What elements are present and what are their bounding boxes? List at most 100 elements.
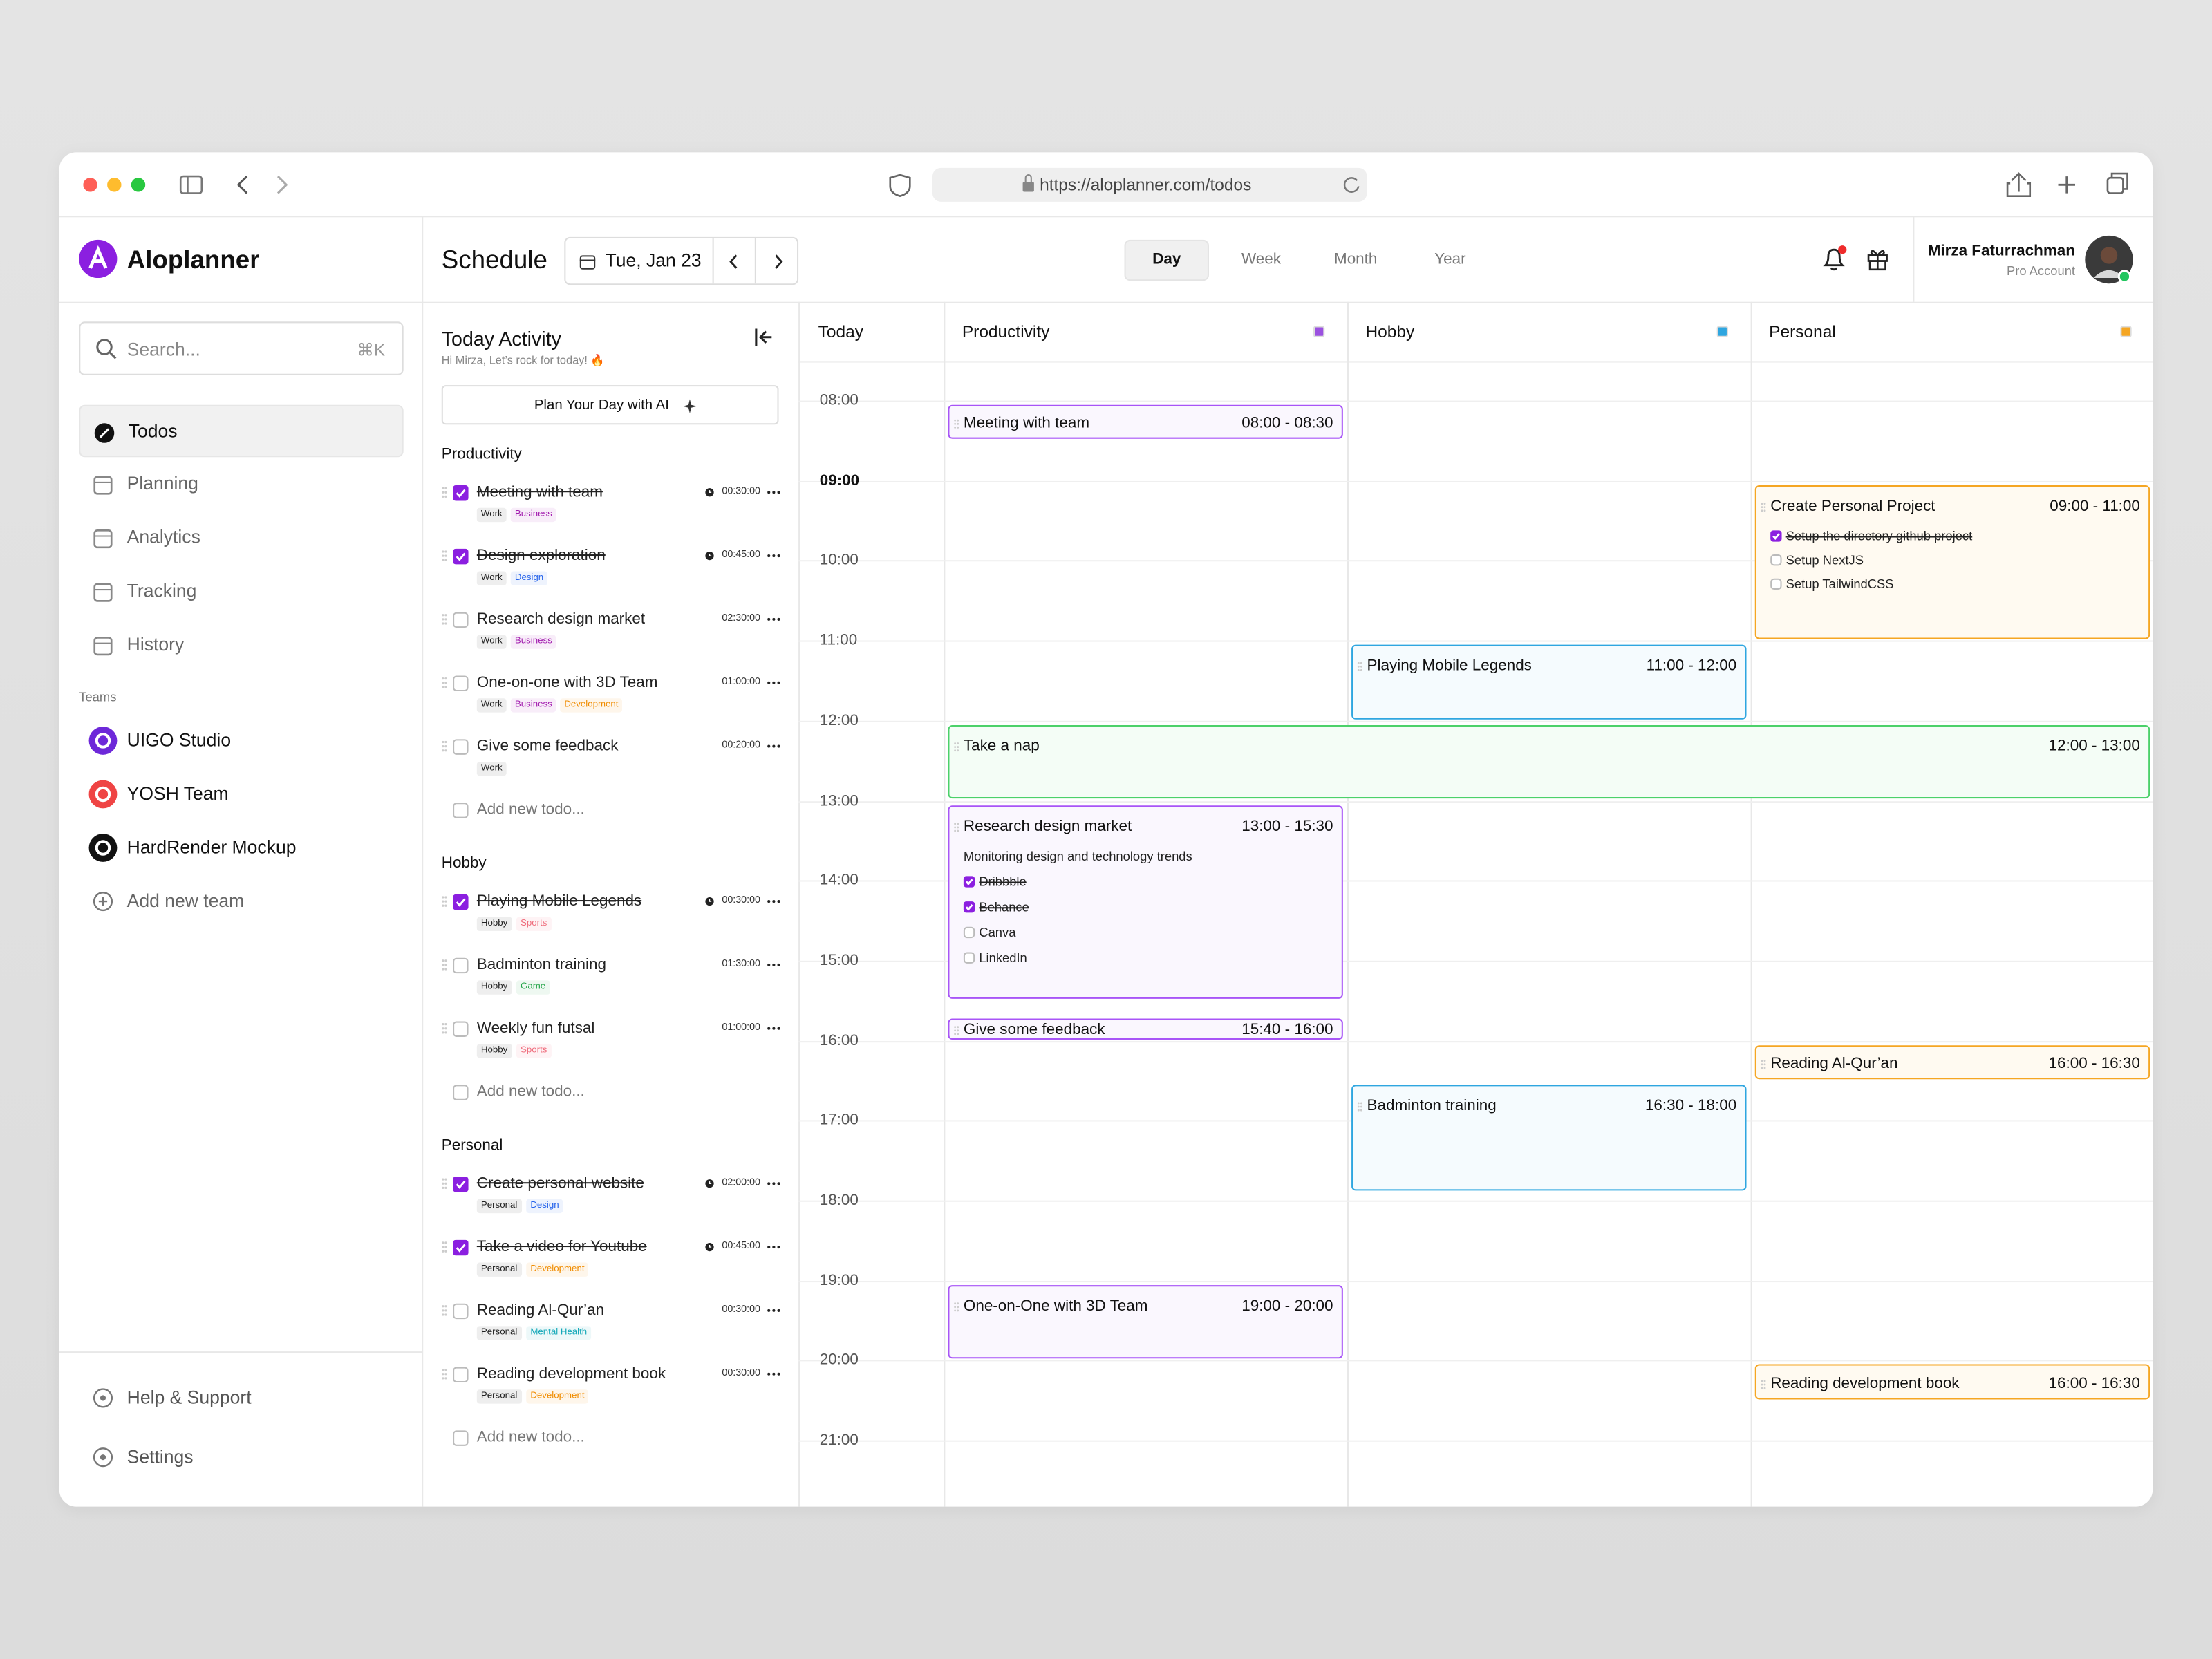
more-icon[interactable] <box>767 617 780 621</box>
checkbox[interactable] <box>453 1020 469 1036</box>
todo-title[interactable]: Research design market <box>476 610 646 628</box>
event[interactable]: Give some feedback 15:40 - 16:00 <box>948 1018 1343 1040</box>
checkbox[interactable] <box>453 1366 469 1382</box>
event-time: 19:00 - 20:00 <box>1241 1297 1333 1315</box>
todo-title[interactable]: One-on-one with 3D Team <box>476 674 658 691</box>
event[interactable]: One-on-One with 3D Team 19:00 - 20:00 <box>948 1284 1343 1360</box>
date-picker[interactable]: Tue, Jan 23 <box>564 236 799 285</box>
view-tab[interactable]: Month <box>1333 251 1378 268</box>
nav-item[interactable]: Todos <box>79 404 404 458</box>
todo-title[interactable]: Take a video for Youtube <box>476 1238 647 1256</box>
divider <box>798 301 800 1507</box>
nav-item[interactable]: Tracking <box>79 565 403 618</box>
nav-item[interactable]: Analytics <box>79 512 403 565</box>
todo-title[interactable]: Badminton training <box>476 956 607 974</box>
hour-label: 11:00 <box>819 632 858 649</box>
checkbox[interactable] <box>453 957 469 973</box>
checkbox[interactable] <box>453 1176 469 1192</box>
team-name[interactable]: YOSH Team <box>126 782 229 805</box>
more-icon[interactable] <box>767 681 780 684</box>
add-team-icon <box>93 891 113 912</box>
todo-title[interactable]: Playing Mobile Legends <box>476 892 642 910</box>
event-time: 08:00 - 08:30 <box>1241 415 1333 432</box>
group-title: Personal <box>441 1136 503 1154</box>
ai-button[interactable]: Plan Your Day with AI <box>441 385 779 425</box>
group-title: Hobby <box>441 854 487 872</box>
drag-handle <box>1761 1059 1766 1069</box>
event[interactable]: Playing Mobile Legends 11:00 - 12:00 <box>1351 644 1747 720</box>
more-icon[interactable] <box>767 744 780 748</box>
tag: Personal <box>476 1326 522 1340</box>
add-todo[interactable]: Add new todo... <box>476 801 585 818</box>
todo-title[interactable]: Meeting with team <box>476 483 603 501</box>
drag-handle <box>442 896 447 907</box>
checkbox[interactable] <box>453 738 469 754</box>
search-box[interactable]: Search... ⌘K <box>79 321 404 375</box>
checkbox[interactable] <box>453 893 469 910</box>
event[interactable]: Reading development book 16:00 - 16:30 <box>1754 1365 2150 1399</box>
event[interactable]: Badminton training 16:30 - 18:00 <box>1351 1085 1747 1192</box>
timer-dot <box>705 551 714 561</box>
checkbox[interactable] <box>453 485 469 500</box>
more-icon[interactable] <box>767 1182 780 1185</box>
drag-handle <box>1761 502 1766 512</box>
nav-item[interactable]: History <box>79 619 403 672</box>
nav-icon <box>93 529 113 549</box>
browser-window: https://aloplanner.com/todos Aloplanner Se… <box>59 152 2153 1507</box>
more-icon[interactable] <box>767 1027 780 1030</box>
more-icon[interactable] <box>767 963 780 966</box>
nav-item[interactable]: Planning <box>79 458 403 511</box>
add-todo[interactable]: Add new todo... <box>476 1429 585 1446</box>
brand: Aloplanner <box>126 245 260 274</box>
todo-title[interactable]: Reading development book <box>476 1365 666 1382</box>
event[interactable]: Meeting with team 08:00 - 08:30 <box>948 404 1343 440</box>
event[interactable]: Take a nap 12:00 - 13:00 <box>948 724 2150 800</box>
checkbox[interactable] <box>453 611 469 628</box>
footer-link[interactable]: Settings <box>126 1445 194 1468</box>
more-icon[interactable] <box>767 1309 780 1312</box>
todo-duration: 00:45:00 <box>722 550 760 561</box>
view-tab[interactable]: Day <box>1152 251 1181 268</box>
event[interactable]: Create Personal Project 09:00 - 11:00 Setu… <box>1754 485 2150 639</box>
team-name[interactable]: UIGO Studio <box>126 729 232 751</box>
more-icon[interactable] <box>767 554 780 558</box>
todo-title[interactable]: Reading Al-Qur’an <box>476 1302 605 1320</box>
checkbox[interactable] <box>453 675 469 691</box>
tag: Work <box>476 635 507 649</box>
add-todo[interactable]: Add new todo... <box>476 1083 585 1100</box>
tag: Hobby <box>476 1044 512 1058</box>
checkbox[interactable] <box>453 1239 469 1255</box>
footer-icon <box>93 1447 113 1468</box>
nav-icon <box>94 423 115 443</box>
column-title: Productivity <box>962 321 1050 341</box>
view-tab[interactable]: Year <box>1434 251 1466 268</box>
todo-title[interactable]: Give some feedback <box>476 738 619 755</box>
checkbox[interactable] <box>453 547 469 564</box>
more-icon[interactable] <box>767 900 780 903</box>
todo-title[interactable]: Create personal website <box>476 1174 644 1192</box>
hour-label: 15:00 <box>819 952 859 969</box>
todo-title[interactable]: Weekly fun futsal <box>476 1020 595 1037</box>
more-icon[interactable] <box>767 1372 780 1376</box>
event[interactable]: Reading Al-Qur’an 16:00 - 16:30 <box>1754 1044 2150 1080</box>
footer-icon <box>93 1388 113 1408</box>
team-name[interactable]: HardRender Mockup <box>126 836 297 858</box>
gift-icon <box>1867 250 1888 271</box>
nav-label: Tracking <box>126 579 197 601</box>
footer-link[interactable]: Help & Support <box>126 1387 252 1408</box>
tag: Work <box>476 762 507 776</box>
more-icon[interactable] <box>767 491 780 494</box>
more-icon[interactable] <box>767 1246 780 1249</box>
todo-title[interactable]: Design exploration <box>476 547 606 565</box>
event-title: Take a nap <box>963 737 1040 755</box>
hour-label: 18:00 <box>819 1192 859 1209</box>
event[interactable]: Research design market 13:00 - 15:30 Monit… <box>948 805 1343 1000</box>
tag: Sports <box>516 1044 552 1058</box>
nav-label: Analytics <box>126 526 200 547</box>
add-team[interactable]: Add new team <box>126 890 245 912</box>
checkbox[interactable] <box>453 1302 469 1319</box>
drag-handle <box>1357 1102 1362 1112</box>
event-time: 09:00 - 11:00 <box>2050 497 2140 515</box>
view-tab[interactable]: Week <box>1241 251 1281 268</box>
tag: Work <box>476 507 507 523</box>
